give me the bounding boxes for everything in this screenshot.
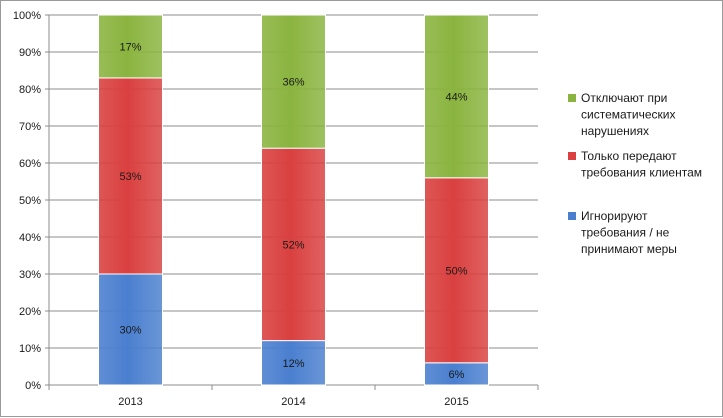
bars: [98, 14, 489, 386]
y-tick-label: 20%: [19, 306, 41, 318]
bar-segment: [261, 340, 326, 386]
bar-segment: [261, 14, 326, 149]
y-tick-label: 10%: [19, 343, 41, 355]
bar-segment: [424, 177, 489, 364]
data-label: 50%: [445, 265, 467, 277]
bar-segment: [261, 147, 326, 342]
y-tick-label: 40%: [19, 232, 41, 244]
x-tick-label: 2013: [118, 396, 142, 408]
legend: Отключают при систематических нарушениях То…: [568, 91, 702, 256]
y-tick-label: 60%: [19, 158, 41, 170]
y-tick-label: 50%: [19, 195, 41, 207]
y-tick-label: 30%: [19, 269, 41, 281]
x-axis: 2013 2014 2015: [48, 384, 539, 408]
data-label: 12%: [282, 358, 304, 370]
y-tick-label: 100%: [13, 10, 41, 22]
data-label: 17%: [119, 41, 141, 53]
bar-segment: [98, 14, 163, 79]
legend-swatch: [568, 94, 576, 102]
x-tick-label: 2015: [444, 396, 468, 408]
legend-label: Отключают при: [581, 91, 667, 105]
y-tick-label: 90%: [19, 47, 41, 59]
data-label: 6%: [449, 369, 465, 381]
bar-segment: [98, 77, 163, 275]
legend-label: требования клиентам: [581, 166, 702, 180]
y-tick-label: 80%: [19, 84, 41, 96]
data-label: 44%: [445, 91, 467, 103]
x-tick-label: 2014: [281, 396, 305, 408]
legend-label: Игнорируют: [581, 209, 648, 223]
legend-label: нарушениях: [581, 124, 649, 138]
y-tick-label: 0%: [25, 380, 41, 392]
y-axis: 0% 10% 20% 30% 40% 50% 60% 70% 80% 90% 100%: [13, 10, 50, 392]
data-label: 53%: [119, 171, 141, 183]
legend-swatch: [568, 212, 576, 220]
legend-label: требования / не: [581, 226, 670, 240]
data-label: 52%: [282, 239, 304, 251]
legend-swatch: [568, 152, 576, 160]
data-label: 30%: [119, 325, 141, 337]
legend-label: Только передают: [581, 149, 677, 163]
data-label: 36%: [282, 77, 304, 89]
y-tick-label: 70%: [19, 121, 41, 133]
bar-segment: [424, 14, 489, 179]
bar-segment: [98, 273, 163, 386]
legend-label: принимают меры: [581, 242, 677, 256]
data-labels: 30% 53% 17% 12% 52% 36% 6% 50% 44%: [119, 41, 467, 380]
legend-label: систематических: [581, 108, 675, 122]
